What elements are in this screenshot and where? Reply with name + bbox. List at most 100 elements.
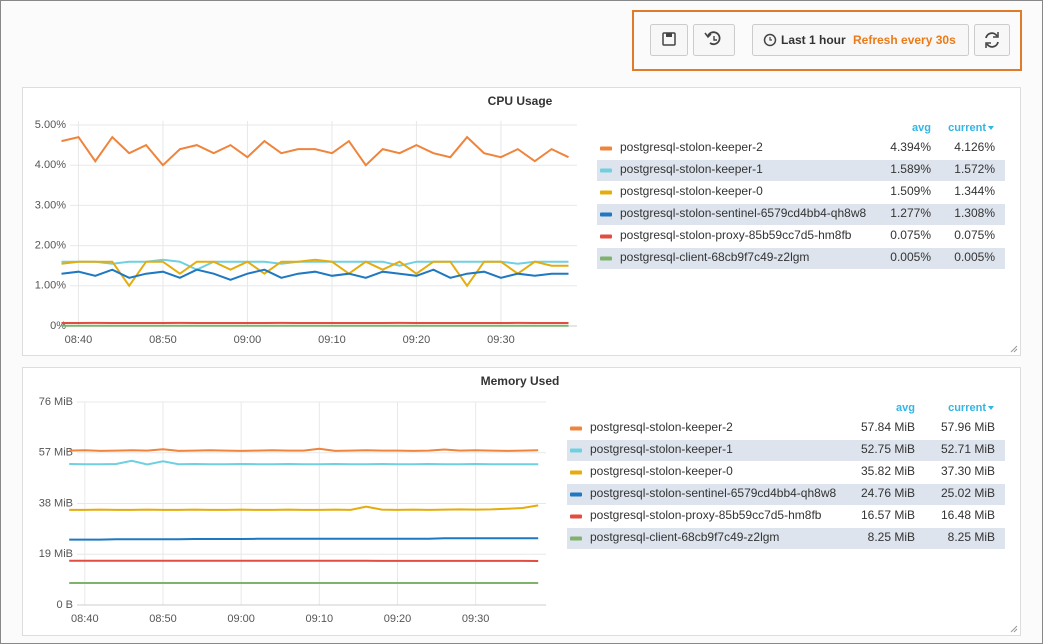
x-tick-label: 09:20 (384, 613, 412, 625)
legend-swatch (570, 448, 582, 453)
x-tick-label: 08:50 (149, 334, 177, 346)
legend-header: current (948, 122, 986, 134)
x-tick-label: 08:40 (71, 613, 99, 625)
time-range: Last 1 hour (781, 33, 846, 47)
toolbar-highlight (632, 10, 1022, 71)
x-tick-label: 09:10 (306, 613, 334, 625)
legend-swatch (600, 168, 612, 173)
legend-swatch (570, 492, 582, 497)
panel-title: CPU Usage (488, 94, 553, 108)
legend-current: 1.572% (954, 162, 995, 176)
legend-current: 52.71 MiB (941, 442, 995, 456)
y-tick-label: 76 MiB (39, 396, 73, 408)
legend-current: 0.005% (954, 250, 995, 264)
legend-avg: 24.76 MiB (861, 486, 915, 500)
series-line (69, 459, 539, 466)
legend-name: postgresql-stolon-keeper-2 (620, 140, 763, 154)
legend-swatch (600, 212, 612, 217)
legend-current: 1.344% (954, 184, 995, 198)
legend-avg: 57.84 MiB (861, 420, 915, 434)
legend-avg: 0.075% (890, 228, 931, 242)
legend-row-bg (597, 204, 1005, 225)
y-tick-label: 4.00% (35, 159, 66, 171)
series-line (69, 447, 539, 452)
legend-current: 4.126% (954, 140, 995, 154)
legend-row-bg (597, 248, 1005, 269)
legend-current: 25.02 MiB (941, 486, 995, 500)
sort-icon (988, 126, 994, 130)
series-line (69, 537, 539, 541)
legend-current: 0.075% (954, 228, 995, 242)
legend-row-bg (567, 440, 1005, 461)
x-tick-label: 09:30 (462, 613, 490, 625)
legend-name: postgresql-stolon-keeper-1 (590, 442, 733, 456)
legend-name: postgresql-client-68cb9f7c49-z2lgm (620, 250, 809, 264)
legend-swatch (570, 514, 582, 519)
legend-swatch (600, 190, 612, 195)
y-tick-label: 3.00% (35, 199, 66, 211)
legend-name: postgresql-stolon-keeper-2 (590, 420, 733, 434)
series-line (61, 135, 569, 167)
legend-swatch (570, 470, 582, 475)
y-tick-label: 1.00% (35, 280, 66, 292)
legend-header: avg (896, 402, 915, 414)
x-tick-label: 09:20 (403, 334, 431, 346)
legend-current: 8.25 MiB (948, 530, 995, 544)
x-tick-label: 09:10 (318, 334, 346, 346)
legend-row-bg (567, 528, 1005, 549)
legend-name: postgresql-stolon-keeper-0 (590, 464, 733, 478)
legend-row-bg (567, 484, 1005, 505)
legend-avg: 4.394% (890, 140, 931, 154)
legend-current: 37.30 MiB (941, 464, 995, 478)
refresh-interval: Refresh every 30s (853, 33, 956, 47)
legend-swatch (570, 536, 582, 541)
legend-name: postgresql-stolon-keeper-1 (620, 162, 763, 176)
y-tick-label: 2.00% (35, 240, 66, 252)
y-tick-label: 0 B (56, 599, 73, 611)
legend-avg: 8.25 MiB (868, 530, 915, 544)
legend-name: postgresql-stolon-keeper-0 (620, 184, 763, 198)
legend-row-bg (597, 160, 1005, 181)
legend-avg: 16.57 MiB (861, 508, 915, 522)
panel-title: Memory Used (481, 374, 560, 388)
series-line (61, 268, 569, 281)
x-tick-label: 09:00 (227, 613, 255, 625)
legend-name: postgresql-stolon-proxy-85b59cc7d5-hm8fb (590, 508, 822, 522)
legend-name: postgresql-stolon-proxy-85b59cc7d5-hm8fb (620, 228, 852, 242)
revert-button[interactable] (693, 24, 735, 56)
legend-avg: 0.005% (890, 250, 931, 264)
y-tick-label: 57 MiB (39, 447, 73, 459)
y-tick-label: 38 MiB (39, 497, 73, 509)
legend-avg: 1.589% (890, 162, 931, 176)
save-button[interactable] (650, 24, 688, 56)
legend-swatch (600, 256, 612, 261)
y-tick-label: 19 MiB (39, 548, 73, 560)
x-tick-label: 08:50 (149, 613, 177, 625)
legend-current: 57.96 MiB (941, 420, 995, 434)
sort-icon (988, 406, 994, 410)
legend-swatch (570, 426, 582, 431)
x-tick-label: 08:40 (65, 334, 93, 346)
refresh-button[interactable] (974, 24, 1010, 56)
legend-name: postgresql-stolon-sentinel-6579cd4bb4-qh… (590, 486, 836, 500)
resize-handle (1010, 625, 1018, 633)
legend-current: 1.308% (954, 206, 995, 220)
legend-header: current (948, 402, 986, 414)
legend-avg: 35.82 MiB (861, 464, 915, 478)
x-tick-label: 09:00 (234, 334, 262, 346)
legend-header: avg (912, 122, 931, 134)
x-tick-label: 09:30 (487, 334, 515, 346)
resize-handle (1010, 345, 1018, 353)
legend-current: 16.48 MiB (941, 508, 995, 522)
series-line (69, 504, 539, 511)
legend-name: postgresql-client-68cb9f7c49-z2lgm (590, 530, 779, 544)
legend-name: postgresql-stolon-sentinel-6579cd4bb4-qh… (620, 206, 866, 220)
legend-swatch (600, 234, 612, 239)
legend-swatch (600, 146, 612, 151)
y-tick-label: 5.00% (35, 119, 66, 131)
series-line (61, 258, 569, 288)
legend-avg: 52.75 MiB (861, 442, 915, 456)
time-picker[interactable]: Last 1 hour Refresh every 30s (752, 24, 969, 56)
legend-avg: 1.509% (890, 184, 931, 198)
